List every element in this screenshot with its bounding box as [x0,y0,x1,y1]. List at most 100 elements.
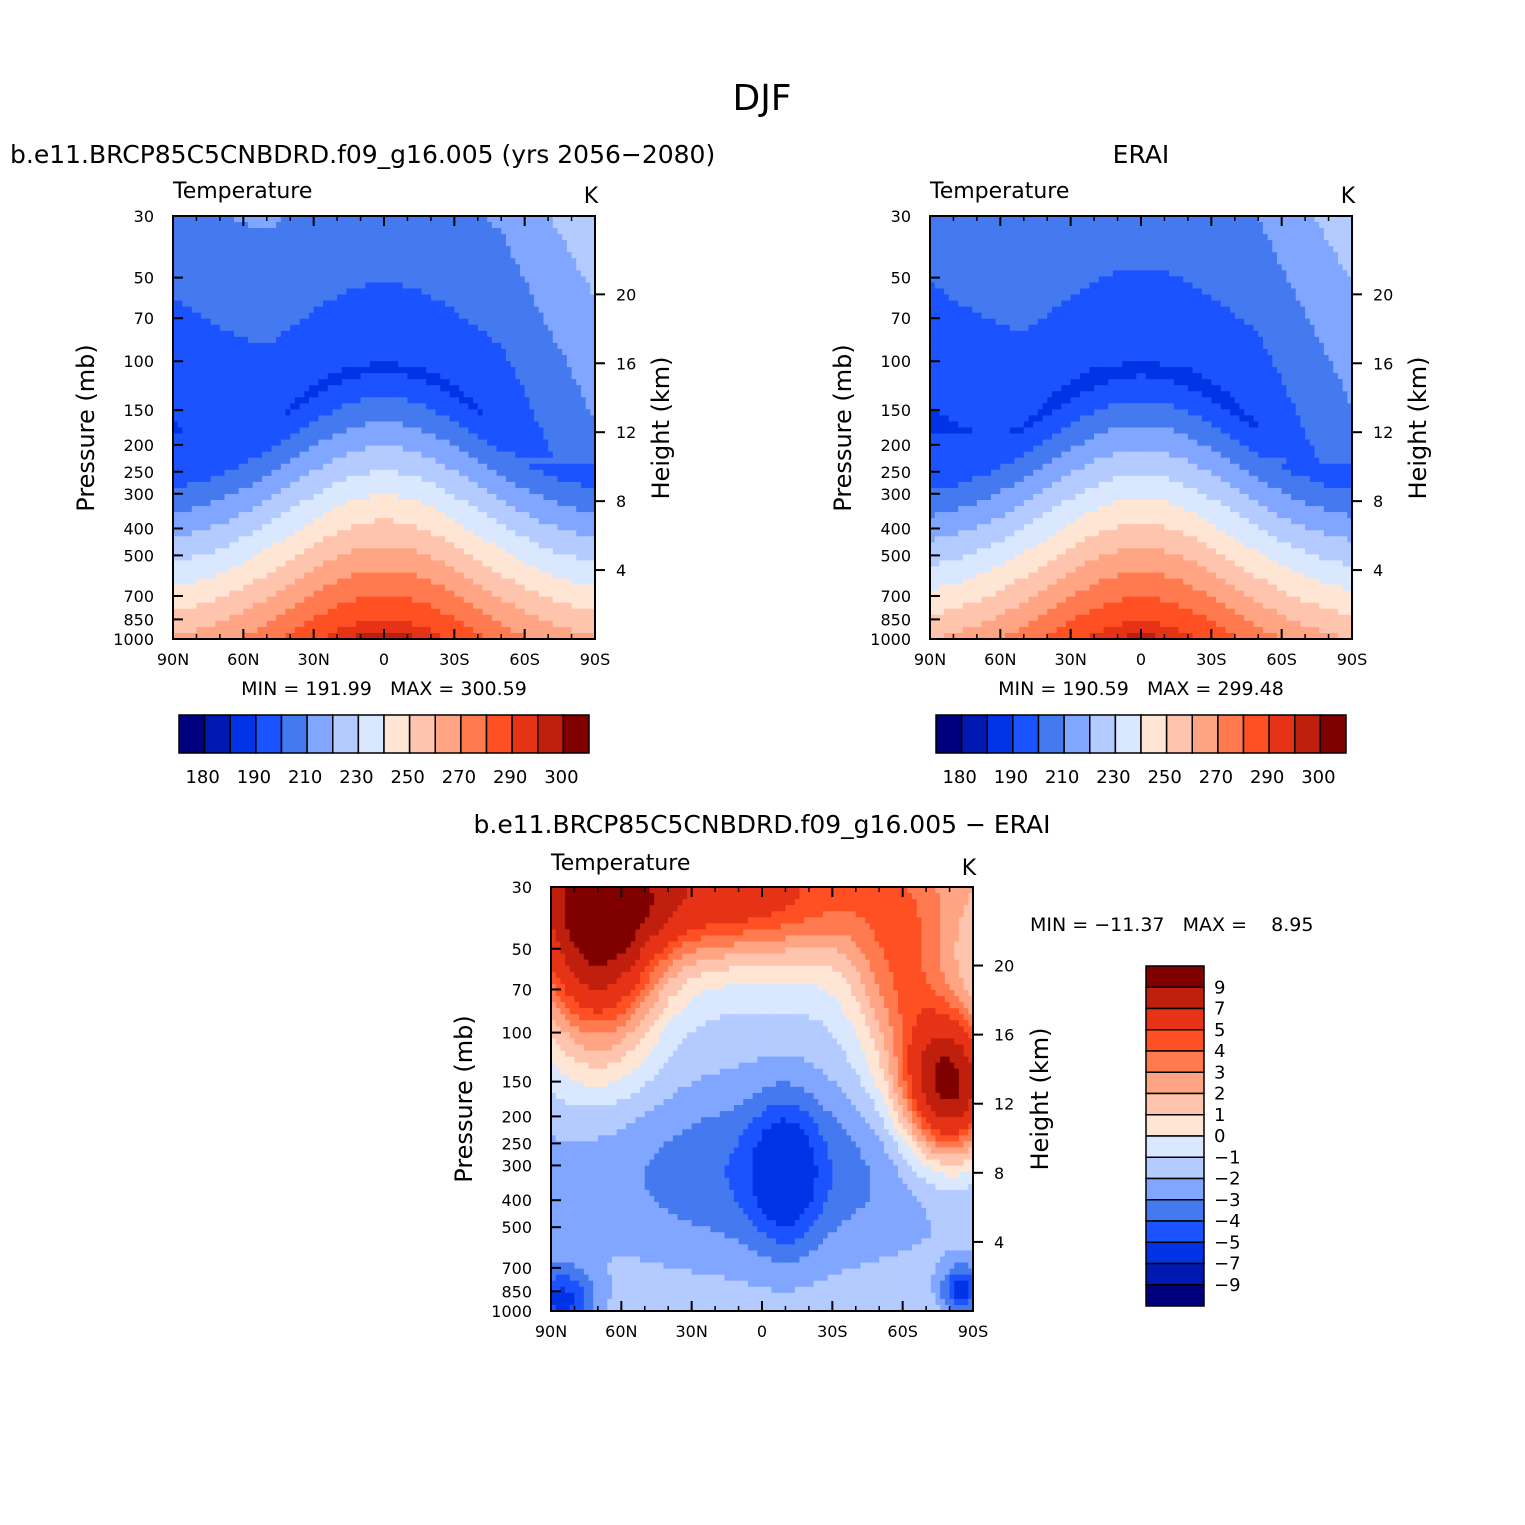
contour-cell [543,313,548,320]
contour-cell [412,397,417,404]
contour-cell [239,313,244,320]
contour-cell [323,470,328,477]
contour-cell [478,403,483,410]
contour-cell [543,476,548,483]
contour-cell [314,252,319,259]
contour-cell [300,452,305,459]
contour-cell [346,415,351,422]
contour-cell [318,494,323,501]
contour-cell [398,428,403,435]
contour-cell [248,488,253,495]
contour-cell [342,397,347,404]
contour-cell [304,409,309,416]
contour-cell [534,295,539,302]
contour-cell [257,258,262,265]
contour-cell [304,331,309,338]
contour-cell [271,470,276,477]
contour-cell [422,494,427,501]
contour-cell [501,295,506,302]
contour-cell [346,270,351,277]
contour-cell [506,530,511,537]
contour-cell [300,385,305,392]
contour-cell [562,301,567,308]
contour-cell [506,391,511,398]
contour-cell [295,289,300,296]
contour-cell [393,319,398,326]
contour-cell [450,325,455,332]
contour-cell [281,506,286,513]
contour-cell [309,512,314,519]
contour-cell [211,295,216,302]
contour-cell [468,518,473,525]
contour-cell [276,403,281,410]
contour-cell [323,476,328,483]
contour-cell [276,494,281,501]
contour-cell [515,542,520,549]
contour-cell [468,482,473,489]
contour-cell [267,458,272,465]
contour-cell [539,391,544,398]
contour-cell [529,391,534,398]
contour-cell [548,434,553,441]
contour-cell [243,440,248,447]
contour-cell [440,313,445,320]
contour-cell [389,349,394,356]
contour-cell [239,319,244,326]
contour-cell [276,307,281,314]
contour-cell [403,542,408,549]
contour-cell [211,428,216,435]
contour-cell [257,385,262,392]
contour-cell [520,512,525,519]
contour-cell [286,434,291,441]
contour-cell [534,434,539,441]
contour-cell [290,246,295,253]
contour-cell [187,548,192,555]
contour-cell [436,446,441,453]
contour-cell [553,506,558,513]
contour-cell [234,482,239,489]
contour-cell [375,518,380,525]
contour-cell [201,506,206,513]
contour-cell [581,434,586,441]
contour-cell [318,319,323,326]
contour-cell [482,397,487,404]
contour-cell [365,276,370,283]
contour-cell [351,385,356,392]
contour-cell [196,482,201,489]
contour-cell [543,295,548,302]
contour-cell [492,397,497,404]
contour-cell [431,434,436,441]
contour-cell [215,234,220,241]
contour-cell [407,415,412,422]
contour-cell [375,452,380,459]
contour-cell [440,349,445,356]
contour-cell [211,415,216,422]
contour-cell [215,488,220,495]
contour-cell [234,343,239,350]
contour-cell [229,246,234,253]
contour-cell [201,524,206,531]
contour-cell [234,440,239,447]
contour-cell [384,403,389,410]
contour-cell [557,367,562,374]
contour-cell [342,222,347,229]
contour-cell [487,270,492,277]
contour-cell [393,270,398,277]
contour-cell [225,252,230,259]
contour-cell [454,325,459,332]
contour-cell [253,440,258,447]
contour-cell [417,367,422,374]
contour-cell [562,434,567,441]
contour-cell [454,536,459,543]
contour-cell [562,403,567,410]
contour-cell [304,440,309,447]
contour-cell [407,506,412,513]
contour-cell [304,446,309,453]
contour-cell [304,506,309,513]
contour-cell [576,222,581,229]
contour-cell [286,530,291,537]
contour-cell [318,276,323,283]
contour-cell [436,536,441,543]
contour-cell [225,536,230,543]
contour-cell [262,379,267,386]
